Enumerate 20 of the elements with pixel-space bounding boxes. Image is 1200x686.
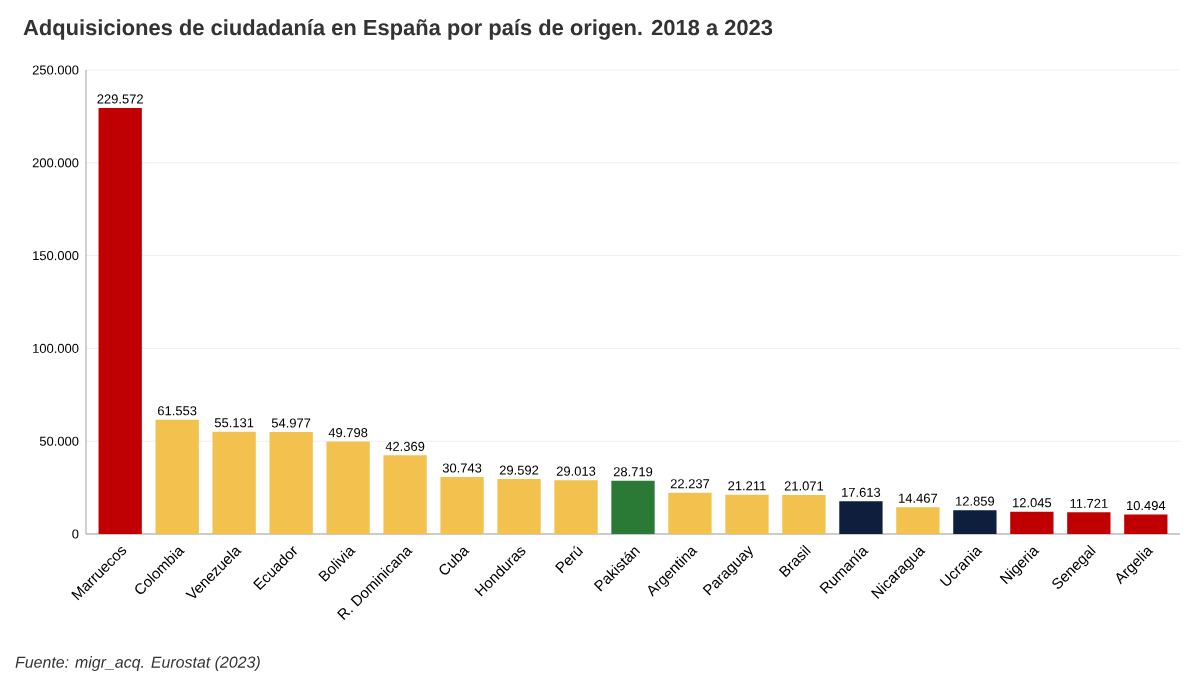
bar [212,431,256,534]
bar [839,501,883,534]
bar [554,480,598,534]
chart-title: Adquisiciones de ciudadanía en España por país de origen. 2018 a 2023 [23,19,773,40]
bar [383,455,427,534]
bar [668,492,712,534]
bar [896,507,940,534]
bar [953,510,997,534]
bar [497,479,541,534]
bar [326,441,370,534]
bar [440,476,484,534]
bar [269,431,313,534]
bar [98,107,142,534]
bar [1124,514,1168,534]
bar [155,419,199,534]
bar [1010,511,1054,534]
bar [725,494,769,534]
bar [782,494,826,534]
bar [611,480,655,534]
bar [1067,512,1111,534]
